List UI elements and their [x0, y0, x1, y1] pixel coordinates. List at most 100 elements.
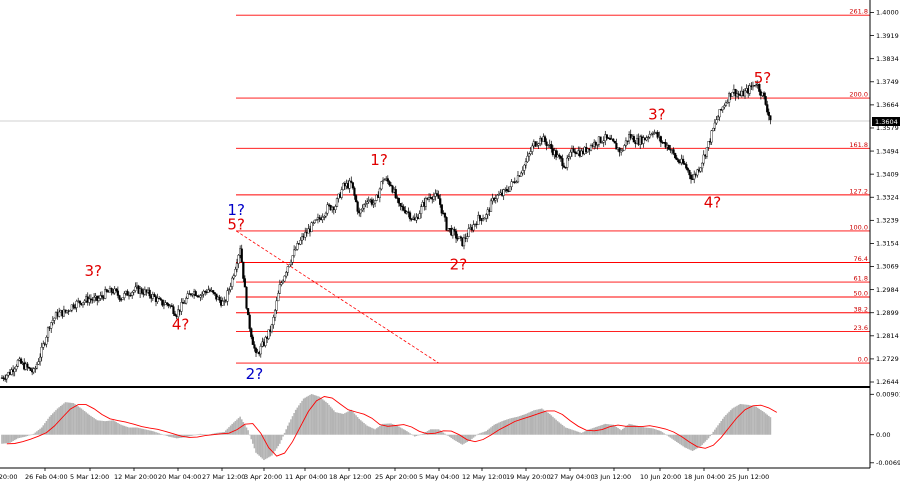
oscillator-histogram-bar — [587, 430, 589, 435]
candle-body — [367, 200, 370, 203]
oscillator-histogram-bar — [650, 428, 653, 435]
oscillator-histogram-bar — [304, 397, 307, 435]
oscillator-histogram-bar — [212, 433, 214, 435]
candle-body — [399, 203, 402, 207]
candle-body — [123, 293, 126, 299]
candle-body — [75, 301, 78, 308]
oscillator-histogram-bar — [259, 434, 262, 458]
candle-body — [361, 207, 364, 211]
oscillator-histogram-bar — [261, 434, 264, 459]
candle-body — [502, 189, 505, 196]
candle-body — [515, 181, 518, 183]
oscillator-histogram-bar — [614, 425, 616, 435]
candle-body — [743, 90, 747, 97]
candle-body — [13, 368, 16, 372]
oscillator-histogram-bar — [739, 403, 742, 435]
candle-body — [408, 212, 412, 220]
candle-body — [119, 299, 123, 301]
oscillator-histogram-bar — [761, 411, 764, 435]
time-axis-tick-label: 5 May 04:00 — [419, 473, 459, 481]
candle-body — [386, 178, 389, 182]
oscillator-histogram-bar — [156, 432, 159, 435]
candle-body — [599, 136, 602, 143]
candle-body — [651, 133, 655, 135]
candle-body — [459, 236, 462, 238]
oscillator-histogram-bar — [750, 405, 753, 435]
oscillator-histogram-bar — [467, 434, 470, 442]
candle-body — [167, 304, 170, 306]
candles-group — [0, 80, 772, 383]
oscillator-histogram-bar — [245, 427, 248, 435]
oscillator-histogram-bar — [352, 411, 354, 435]
candle-body — [567, 156, 570, 159]
oscillator-histogram-bar — [407, 432, 410, 435]
oscillator-histogram-bar — [242, 422, 245, 435]
time-axis: 9 Feb 20:00 26 Feb 04:005 Mar 12:00 12 Mar… — [0, 468, 769, 481]
oscillator-histogram-bar — [56, 408, 59, 435]
candle-body — [116, 290, 119, 296]
oscillator-histogram-bar — [567, 428, 570, 435]
oscillator-histogram-bar — [253, 434, 256, 449]
oscillator-histogram-bar — [326, 403, 329, 435]
candle-body — [335, 198, 339, 207]
oscillator-histogram-bar — [236, 419, 238, 435]
oscillator-histogram-bar — [477, 433, 480, 435]
oscillator-histogram-bar — [748, 405, 751, 435]
candle-body — [510, 181, 513, 187]
oscillator-histogram-bar — [439, 430, 441, 435]
candle-body — [505, 189, 508, 192]
candle-body — [688, 170, 691, 176]
oscillator-histogram-bar — [585, 430, 588, 435]
oscillator-histogram-bar — [367, 426, 370, 435]
candle-body — [324, 212, 327, 217]
oscillator-histogram-bar — [12, 434, 14, 442]
time-axis-tick-label: 25 Jun 12:00 — [728, 473, 769, 481]
candle-body — [605, 134, 608, 139]
oscillator-histogram-bar — [445, 434, 448, 436]
oscillator-histogram-bar — [148, 430, 151, 435]
oscillator-histogram-bar — [710, 434, 713, 435]
current-price-label: 1.3604 — [875, 118, 898, 126]
oscillator-histogram-bar — [766, 414, 769, 435]
candle-body — [494, 198, 497, 201]
oscillator-histogram-bar — [44, 423, 46, 435]
candle-body — [713, 122, 716, 129]
candle-body — [705, 147, 709, 157]
candle-body — [420, 206, 423, 214]
oscillator-histogram-bar — [668, 434, 670, 437]
oscillator-histogram-bar — [685, 434, 688, 449]
candle-body — [523, 164, 526, 171]
oscillator-histogram-bar — [85, 412, 87, 435]
fib-level-label: 76.4 — [854, 255, 868, 263]
wave-label: 3? — [648, 106, 666, 124]
oscillator-histogram-bar — [206, 434, 208, 436]
candle-body — [454, 231, 458, 239]
oscillator-histogram-bar — [7, 434, 10, 444]
oscillator-histogram-bar — [696, 434, 699, 449]
oscillator-histogram-bar — [274, 434, 276, 451]
oscillator-histogram-bar — [540, 408, 543, 435]
candle-body — [554, 150, 558, 158]
oscillator-histogram-bar — [82, 409, 84, 435]
candle-body — [372, 202, 375, 205]
oscillator-histogram-bar — [59, 405, 62, 435]
candle-body — [293, 249, 296, 256]
oscillator-histogram-bar — [409, 433, 411, 435]
oscillator-histogram-bar — [383, 423, 386, 435]
candle-body — [132, 290, 135, 293]
oscillator-histogram-bar — [5, 434, 8, 444]
oscillator-histogram-bar — [747, 404, 749, 435]
price-axis-tick-label: 1.3409 — [876, 170, 899, 178]
candle-body — [767, 111, 770, 116]
oscillator-histogram-bar — [360, 420, 362, 435]
candle-body — [285, 272, 288, 277]
candle-body — [240, 248, 243, 263]
oscillator-histogram-bar — [463, 434, 465, 444]
candle-body — [656, 132, 659, 138]
oscillator-histogram-bar — [198, 434, 200, 435]
candle-body — [629, 134, 632, 139]
oscillator-histogram-bar — [607, 424, 610, 435]
oscillator-histogram-bar — [299, 403, 302, 435]
price-axis-tick-label: 1.2814 — [876, 332, 899, 340]
oscillator-histogram-bar — [440, 431, 443, 435]
